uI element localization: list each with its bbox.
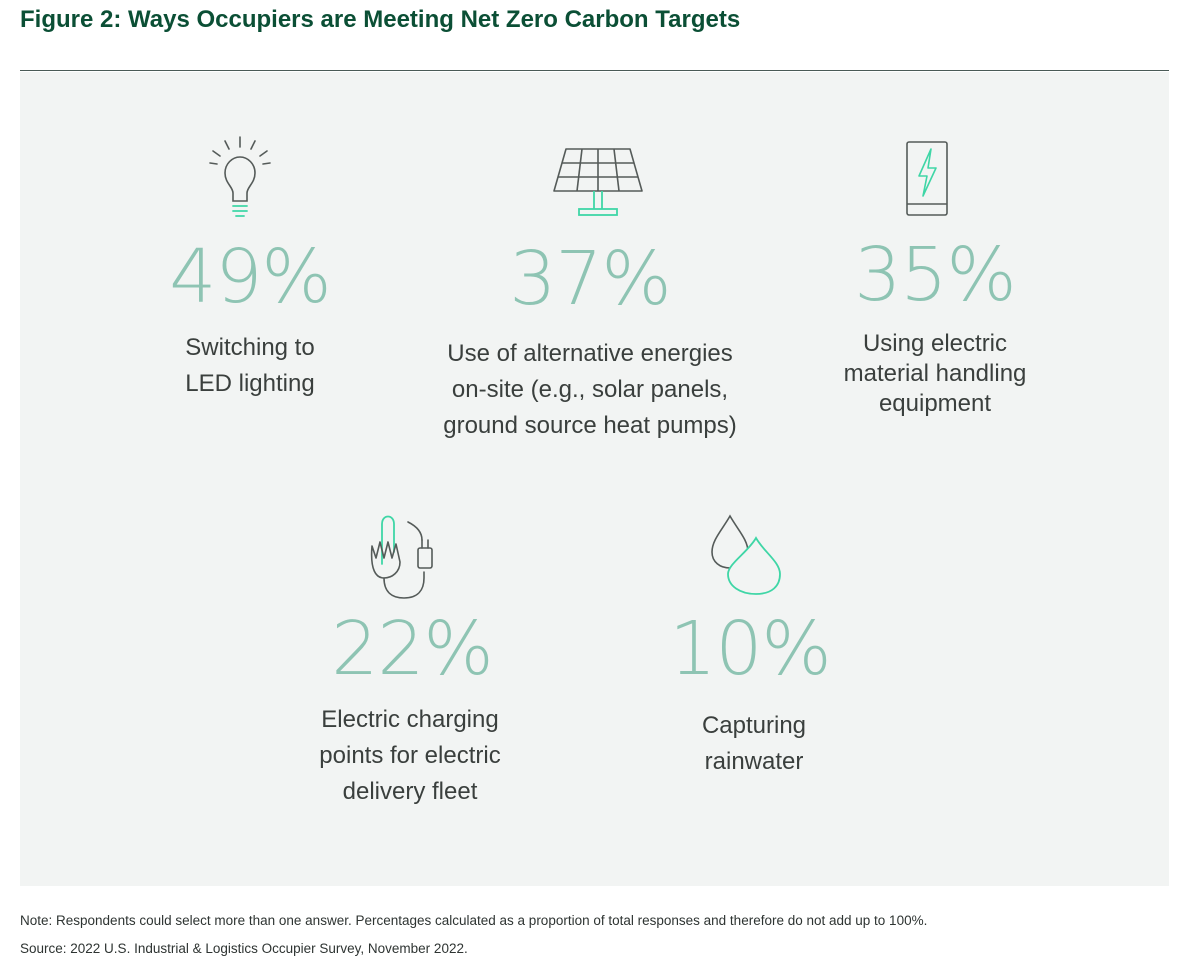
title-divider — [20, 70, 1169, 71]
stat-label: Using electric material handling equipme… — [843, 330, 1027, 417]
stat-value: 37% — [509, 236, 671, 322]
stat-label: Switching to LED lighting — [185, 334, 315, 397]
stat-value: 22% — [331, 606, 493, 692]
solar-panel-icon — [553, 148, 643, 216]
stat-label: Electric charging points for electric de… — [319, 706, 501, 805]
lightbulb-icon — [209, 136, 271, 217]
figure-title: Figure 2: Ways Occupiers are Meeting Net… — [20, 6, 741, 33]
stat-value: 35% — [854, 232, 1016, 318]
footnote-source: Source: 2022 U.S. Industrial & Logistics… — [20, 941, 468, 956]
water-drops-icon — [711, 514, 781, 595]
charging-plug-icon — [370, 515, 433, 599]
stat-value: 10% — [669, 606, 831, 692]
battery-icon — [906, 141, 948, 216]
footnote-note: Note: Respondents could select more than… — [20, 913, 928, 928]
stat-label: Use of alternative energies on-site (e.g… — [443, 340, 737, 439]
stat-label: Capturing rainwater — [701, 712, 807, 775]
stat-value: 49% — [169, 234, 331, 320]
